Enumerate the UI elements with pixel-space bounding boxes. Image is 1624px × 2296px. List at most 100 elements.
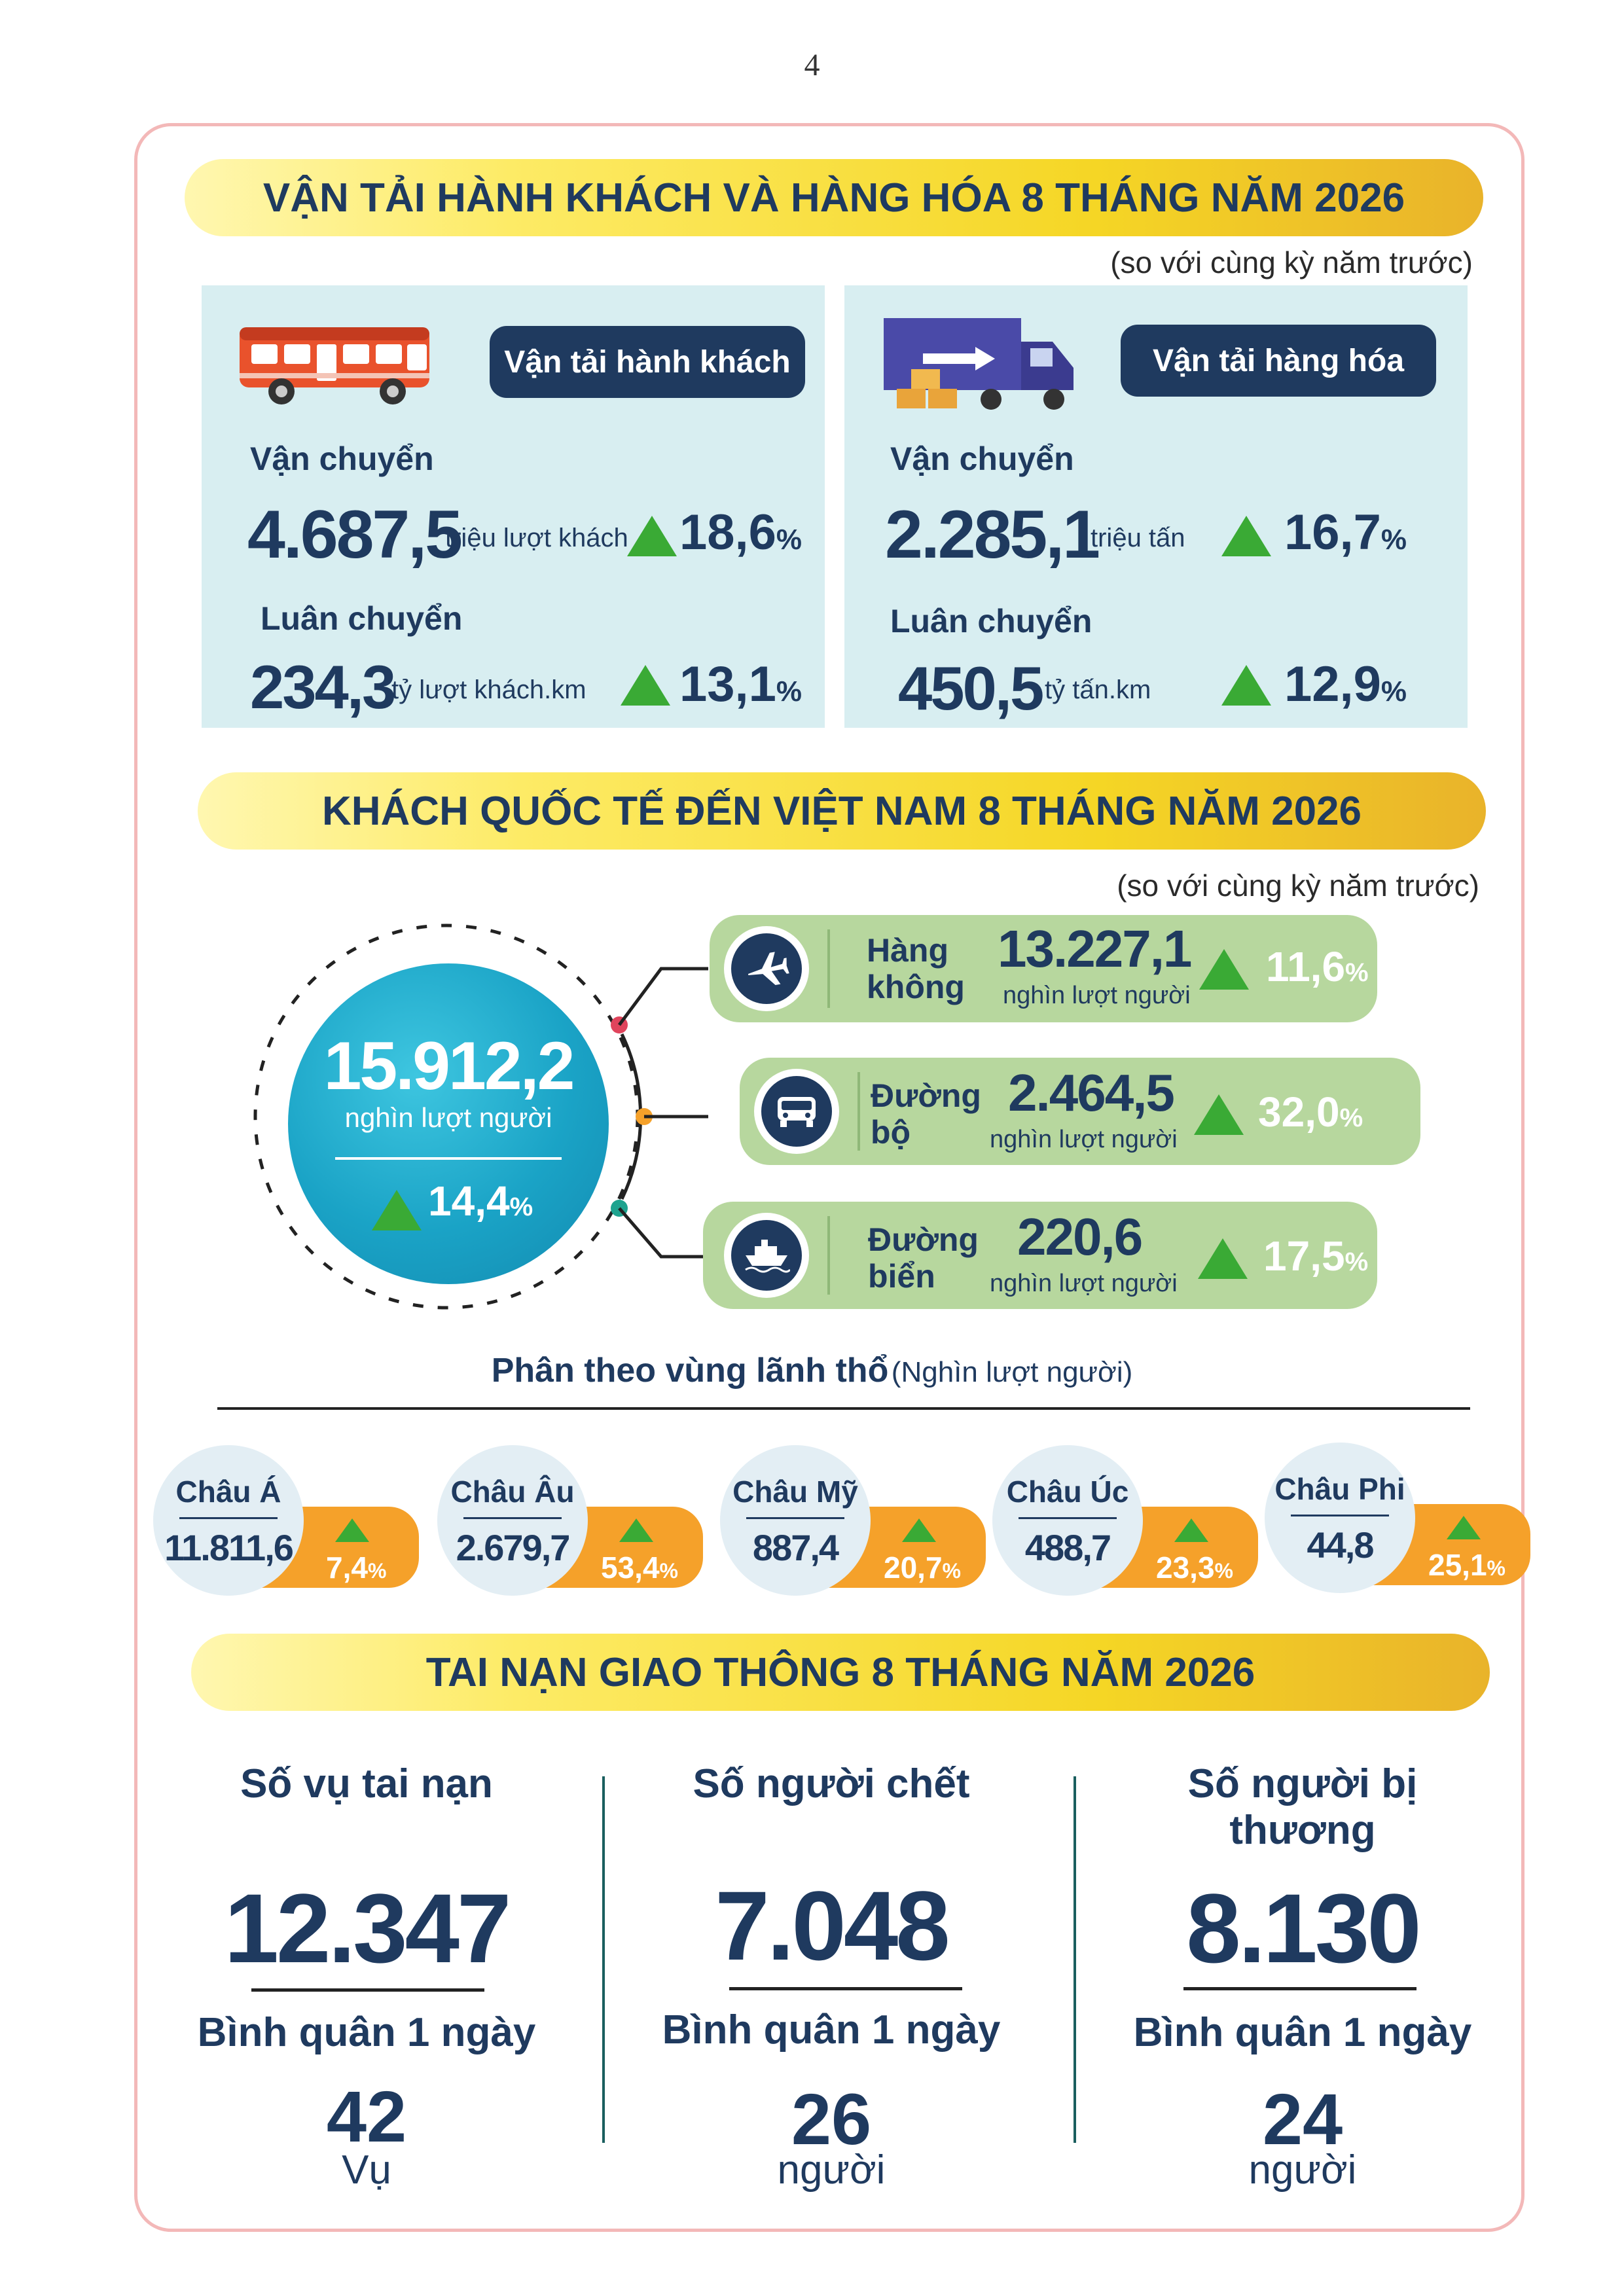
accident-injuries-value: 8.130 bbox=[1186, 1873, 1421, 1983]
accident-cases: Số vụ tai nạn 12.347 Bình quân 1 ngày 42… bbox=[196, 1761, 537, 2206]
accident-deaths-value: 7.048 bbox=[715, 1871, 950, 1981]
visitors-total-value: 15.912,2 bbox=[323, 1028, 575, 1104]
region-europe: 53,4% Châu Âu 2.679,7 bbox=[437, 1445, 706, 1596]
up-arrow-icon bbox=[621, 665, 670, 706]
accidents-banner: TAI NẠN GIAO THÔNG 8 THÁNG NĂM 2026 bbox=[191, 1634, 1490, 1711]
region-name-america: Châu Mỹ bbox=[732, 1475, 858, 1509]
up-arrow-icon bbox=[902, 1518, 936, 1542]
passenger-carry-label: Vận chuyển bbox=[250, 440, 434, 477]
up-arrow-icon bbox=[1194, 1094, 1244, 1135]
bus-icon bbox=[236, 318, 445, 413]
passenger-pill: Vận tải hành khách bbox=[490, 326, 805, 398]
up-arrow-icon bbox=[1174, 1518, 1208, 1542]
accident-cases-daily-label: Bình quân 1 ngày bbox=[197, 2010, 536, 2055]
accidents-divider-2 bbox=[1074, 1776, 1076, 2143]
visitors-banner: KHÁCH QUỐC TẾ ĐẾN VIỆT NAM 8 THÁNG NĂM 2… bbox=[198, 772, 1486, 850]
up-arrow-icon bbox=[1221, 665, 1271, 706]
accident-injuries-per-day: 24 bbox=[1262, 2079, 1343, 2160]
mode-growth-road: 32,0% bbox=[1258, 1088, 1363, 1136]
cargo-turnover-unit: tỷ tấn.km bbox=[1045, 675, 1151, 704]
airplane-icon bbox=[731, 933, 802, 1004]
ship-icon bbox=[731, 1220, 802, 1291]
accident-injuries-daily-label: Bình quân 1 ngày bbox=[1133, 2010, 1472, 2055]
visitors-total-growth: 14,4% bbox=[428, 1177, 533, 1225]
visitors-total-unit: nghìn lượt người bbox=[344, 1102, 552, 1133]
passenger-carry-growth: 18,6% bbox=[679, 505, 803, 560]
mode-value-air: 13.227,1 bbox=[998, 920, 1192, 978]
passenger-carry-unit: triệu lượt khách bbox=[445, 524, 628, 552]
region-name-asia: Châu Á bbox=[175, 1475, 281, 1509]
region-value-oceania: 488,7 bbox=[1024, 1527, 1111, 1568]
region-name-europe: Châu Âu bbox=[450, 1475, 575, 1509]
cargo-pill: Vận tải hàng hóa bbox=[1121, 325, 1436, 397]
visitors-note: (so với cùng kỳ năm trước) bbox=[1117, 869, 1479, 903]
mode-value-sea: 220,6 bbox=[1017, 1208, 1143, 1266]
passenger-carry-value: 4.687,5 bbox=[247, 497, 463, 573]
accident-injuries-title: Số người bị thương bbox=[1187, 1761, 1418, 1853]
passenger-turnover-label: Luân chuyển bbox=[261, 600, 463, 637]
accidents-divider-1 bbox=[602, 1776, 605, 2143]
up-arrow-icon bbox=[1199, 949, 1249, 990]
region-value-africa: 44,8 bbox=[1307, 1524, 1375, 1566]
up-arrow-icon bbox=[1198, 1238, 1248, 1279]
accident-cases-value: 12.347 bbox=[224, 1873, 512, 1983]
mode-row-sea: Đường biển 220,6 nghìn lượt người 17,5% bbox=[703, 1202, 1377, 1309]
accident-deaths-daily-label: Bình quân 1 ngày bbox=[662, 2007, 1001, 2053]
mode-name-sea: Đường biển bbox=[868, 1221, 979, 1295]
mode-name-road: Đường bộ bbox=[871, 1077, 981, 1151]
cargo-turnover-value: 450,5 bbox=[898, 654, 1044, 723]
region-heading: Phân theo vùng lãnh thổ bbox=[491, 1352, 889, 1390]
accident-deaths: Số người chết 7.048 Bình quân 1 ngày 26 … bbox=[661, 1761, 1001, 2206]
region-value-europe: 2.679,7 bbox=[456, 1527, 571, 1568]
visitors-title: KHÁCH QUỐC TẾ ĐẾN VIỆT NAM 8 THÁNG NĂM 2… bbox=[321, 788, 1362, 834]
mode-row-road: Đường bộ 2.464,5 nghìn lượt người 32,0% bbox=[740, 1058, 1420, 1165]
region-name-oceania: Châu Úc bbox=[1006, 1475, 1129, 1509]
region-divider bbox=[217, 1407, 1470, 1410]
sea-icon-wrap bbox=[724, 1213, 809, 1298]
accident-injuries: Số người bị thương 8.130 Bình quân 1 ngà… bbox=[1113, 1761, 1492, 2206]
visitors-total-divider bbox=[335, 1157, 562, 1160]
mode-name-air: Hàng không bbox=[867, 932, 965, 1005]
region-oceania: 23,3% Châu Úc 488,7 bbox=[992, 1445, 1261, 1596]
up-arrow-icon bbox=[335, 1518, 369, 1542]
page-number: 4 bbox=[804, 48, 820, 82]
cargo-turnover-growth: 12,9% bbox=[1284, 656, 1407, 712]
mode-growth-sea: 17,5% bbox=[1263, 1232, 1369, 1280]
region-growth-america: 20,7% bbox=[884, 1551, 961, 1585]
mode-unit-air: nghìn lượt người bbox=[1003, 982, 1191, 1009]
region-name-africa: Châu Phi bbox=[1274, 1472, 1405, 1506]
air-icon-wrap bbox=[724, 926, 809, 1011]
region-growth-africa: 25,1% bbox=[1428, 1548, 1506, 1582]
passenger-turnover-unit: tỷ lượt khách.km bbox=[391, 675, 586, 704]
road-icon-wrap bbox=[754, 1069, 839, 1154]
cargo-carry-unit: triệu tấn bbox=[1091, 524, 1185, 552]
accident-cases-title: Số vụ tai nạn bbox=[240, 1761, 493, 1806]
cargo-panel: Vận tải hàng hóa Vận chuyển 2.285,1 triệ… bbox=[844, 285, 1468, 728]
mode-growth-air: 11,6% bbox=[1266, 943, 1369, 990]
up-arrow-icon bbox=[627, 516, 677, 556]
region-america: 20,7% Châu Mỹ 887,4 bbox=[720, 1445, 988, 1596]
page-frame bbox=[134, 123, 1525, 2232]
transport-note: (so với cùng kỳ năm trước) bbox=[1110, 245, 1473, 279]
up-arrow-icon bbox=[619, 1518, 653, 1542]
passenger-panel: Vận tải hành khách Vận chuyển 4.687,5 tr… bbox=[202, 285, 825, 728]
mode-unit-road: nghìn lượt người bbox=[990, 1126, 1178, 1153]
cargo-carry-value: 2.285,1 bbox=[885, 497, 1100, 573]
up-arrow-icon bbox=[372, 1190, 422, 1230]
region-growth-europe: 53,4% bbox=[601, 1551, 678, 1585]
accident-injuries-unit: người bbox=[1248, 2147, 1357, 2193]
transport-title: VẬN TẢI HÀNH KHÁCH VÀ HÀNG HÓA 8 THÁNG N… bbox=[262, 175, 1405, 221]
visitors-total-circle: 15.912,2 nghìn lượt người 14,4% bbox=[288, 963, 609, 1284]
passenger-turnover-value: 234,3 bbox=[250, 653, 396, 721]
visitors-connector-graphic bbox=[253, 924, 708, 1310]
accident-deaths-unit: người bbox=[777, 2147, 886, 2193]
transport-banner: VẬN TẢI HÀNH KHÁCH VÀ HÀNG HÓA 8 THÁNG N… bbox=[185, 159, 1483, 236]
bus-front-icon bbox=[761, 1076, 832, 1147]
up-arrow-icon bbox=[1447, 1516, 1481, 1539]
region-value-america: 887,4 bbox=[752, 1527, 839, 1568]
cargo-carry-growth: 16,7% bbox=[1284, 505, 1407, 560]
accidents-title: TAI NẠN GIAO THÔNG 8 THÁNG NĂM 2026 bbox=[425, 1649, 1255, 1695]
region-growth-asia: 7,4% bbox=[326, 1551, 387, 1585]
truck-icon bbox=[877, 312, 1087, 420]
region-heading-wrap: Phân theo vùng lãnh thổ (Nghìn lượt ngườ… bbox=[0, 1351, 1624, 1390]
